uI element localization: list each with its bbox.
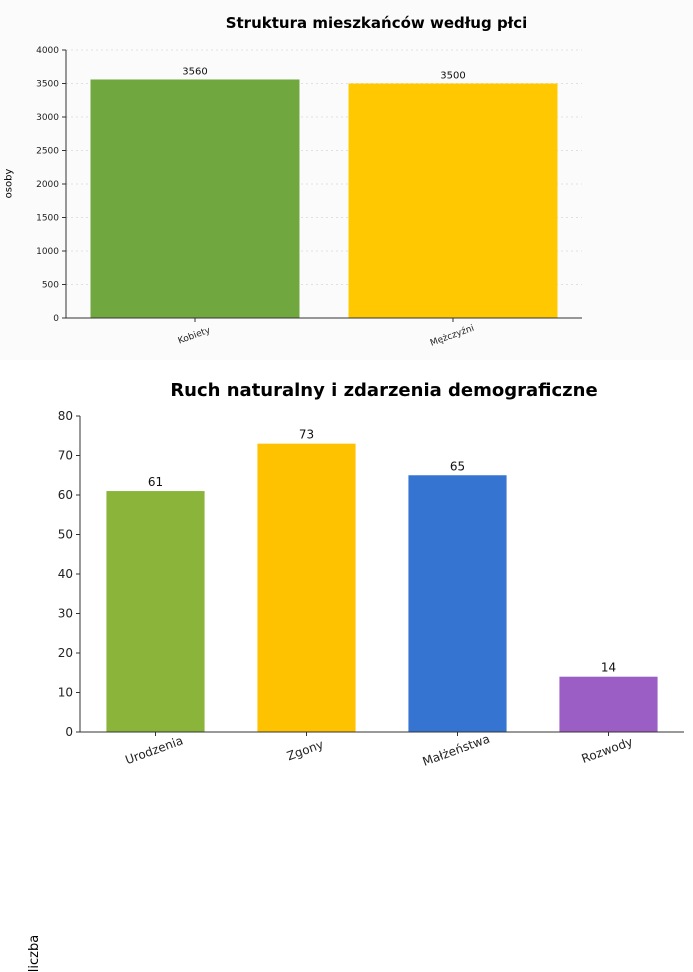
- y-tick-label: 50: [58, 528, 73, 542]
- chart-title: Ruch naturalny i zdarzenia demograficzne: [170, 380, 598, 401]
- x-tick-label: Mężczyźni: [429, 324, 476, 349]
- demographic-events-chart: 0 10 20 30 40 50 60 70 80 61 Urodzenia 73 Zgony 65 Mał…: [58, 409, 684, 769]
- y-tick-label: 3000: [36, 113, 59, 123]
- y-tick-label: 20: [58, 646, 73, 660]
- bar: [90, 79, 300, 318]
- y-tick-label: 10: [58, 686, 73, 700]
- bar: [106, 491, 205, 732]
- y-tick-label: 0: [65, 725, 73, 739]
- y-tick-label: 500: [42, 281, 59, 291]
- demographic-events-chart-panel: Ruch naturalny i zdarzenia demograficzne…: [0, 362, 693, 972]
- y-tick-label: 2000: [36, 180, 59, 190]
- y-tick-label: 2500: [36, 147, 59, 157]
- data-label: 65: [450, 459, 465, 473]
- data-label: 3500: [440, 71, 465, 82]
- y-tick-label: 80: [58, 409, 73, 423]
- chart-title: Struktura mieszkańców według płci: [225, 14, 528, 32]
- bar: [408, 475, 507, 732]
- x-tick-label: Urodzenia: [123, 733, 185, 767]
- y-tick-label: 1000: [36, 247, 59, 257]
- data-label: 73: [299, 428, 314, 442]
- y-tick-label: 0: [53, 314, 59, 324]
- bar: [348, 83, 558, 318]
- data-label: 61: [148, 475, 163, 489]
- x-tick-label: Rozwody: [580, 735, 635, 766]
- bar: [257, 443, 356, 732]
- y-tick-label: 3500: [36, 80, 59, 90]
- y-tick-label: 40: [58, 567, 73, 581]
- gender-structure-chart: 0 500 1000 1500 2000 2500 3000 3500 4000 3560 Kobi…: [36, 46, 582, 349]
- x-tick-label: Kobiety: [177, 325, 213, 346]
- y-tick-label: 70: [58, 449, 73, 463]
- data-label: 3560: [182, 66, 207, 77]
- bar: [559, 676, 658, 732]
- y-tick-label: 30: [58, 607, 73, 621]
- y-tick-label: 60: [58, 488, 73, 502]
- y-axis-label: liczba: [27, 934, 43, 972]
- gender-structure-chart-panel: Struktura mieszkańców według płci osoby …: [0, 0, 693, 360]
- x-tick-label: Małżeństwa: [421, 732, 492, 769]
- y-tick-label: 1500: [36, 214, 59, 224]
- y-tick-label: 4000: [36, 46, 59, 56]
- x-tick-label: Zgony: [285, 737, 325, 763]
- data-label: 14: [601, 661, 616, 675]
